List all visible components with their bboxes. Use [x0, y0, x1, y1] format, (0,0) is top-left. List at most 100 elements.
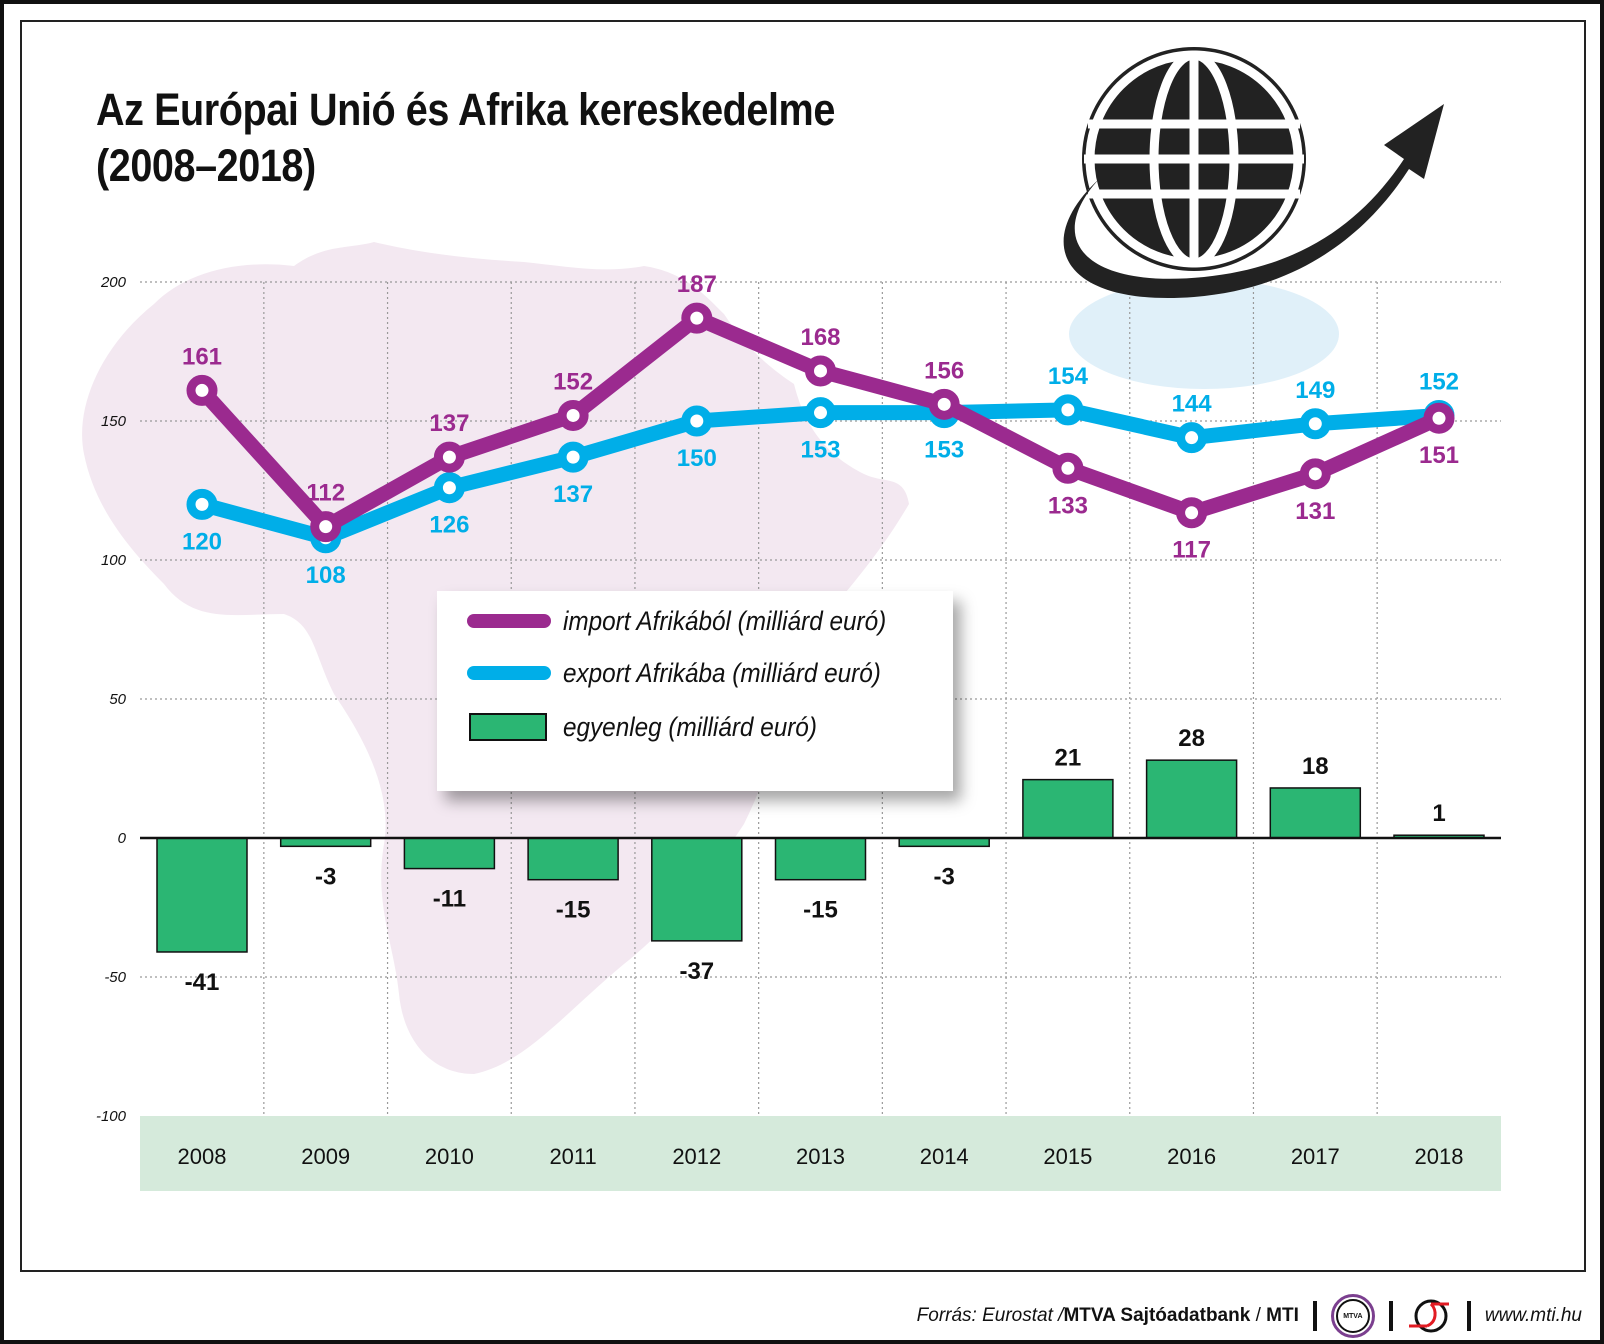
footer: Forrás: Eurostat / MTVA Sajtóadatbank / …: [917, 1294, 1582, 1338]
divider: [1466, 1301, 1471, 1331]
y-tick-label: -100: [96, 1108, 127, 1125]
legend-item-import: import Afrikából (milliárd euró): [467, 605, 922, 637]
x-tick-label: 2013: [796, 1144, 845, 1169]
y-tick-label: 150: [101, 413, 127, 430]
point-value-label: 117: [1172, 537, 1211, 564]
point-export: [1176, 422, 1208, 454]
bar-balance-2017: [1269, 787, 1362, 839]
point-value-label: 131: [1295, 498, 1335, 525]
chart: 200 150 100 50 0 -50 -100 2008 2009 2010 2011 2012…: [82, 47, 1501, 1191]
y-tick-label: 100: [101, 552, 127, 569]
bar-balance-2016: [1145, 759, 1238, 839]
bar-balance-2012: [651, 837, 743, 942]
point-value-label: 154: [1048, 363, 1089, 390]
point-import: [557, 399, 589, 431]
point-import: [1052, 452, 1084, 484]
point-export: [805, 397, 836, 429]
legend-item-export: export Afrikába (milliárd euró): [467, 657, 916, 689]
bar-value-label: -15: [556, 897, 591, 924]
point-value-label: 156: [924, 357, 964, 384]
bar-balance-2013: [774, 837, 867, 881]
point-import: [1423, 402, 1455, 434]
title-line-2: (2008–2018): [96, 140, 316, 191]
point-value-label: 161: [182, 343, 222, 370]
point-import: [1299, 458, 1331, 490]
x-tick-label: 2014: [920, 1144, 969, 1169]
point-export: [1299, 408, 1331, 440]
point-value-label: 152: [553, 368, 593, 395]
point-value-label: 187: [677, 271, 717, 298]
divider: [1388, 1301, 1393, 1331]
x-tick-label: 2012: [672, 1144, 721, 1169]
point-import: [681, 302, 713, 334]
point-value-label: 150: [677, 445, 717, 472]
point-value-label: 133: [1048, 492, 1088, 519]
globe-arrow-icon: [1063, 47, 1444, 299]
website-url[interactable]: www.mti.hu: [1484, 1305, 1582, 1326]
point-export: [433, 472, 465, 504]
bar-balance-2009: [279, 837, 372, 848]
mtva-logo-text: MTVA: [1335, 1299, 1370, 1333]
point-value-label: 152: [1419, 368, 1459, 395]
point-value-label: 126: [429, 512, 469, 539]
bar-value-label: 28: [1178, 725, 1205, 752]
bar-value-label: 18: [1302, 753, 1329, 780]
chart-title: Az Európai Unió és Afrika kereskedelme (…: [96, 82, 835, 194]
point-import: [928, 388, 960, 420]
y-tick-label: 200: [100, 274, 127, 291]
point-import: [310, 511, 342, 543]
x-tick-label: 2011: [549, 1144, 596, 1169]
bar-value-label: -3: [934, 863, 955, 890]
divider: [1312, 1301, 1317, 1331]
legend-item-balance: egyenleg (milliárd euró): [467, 711, 845, 743]
x-tick-label: 2018: [1415, 1144, 1464, 1169]
chart-frame: [20, 20, 1586, 1272]
source-bold: MTVA Sajtóadatbank: [1063, 1305, 1251, 1326]
point-value-label: 137: [429, 410, 469, 437]
point-import: [805, 355, 836, 387]
source-sep: /: [1250, 1305, 1267, 1326]
bar-value-label: 1: [1432, 800, 1445, 827]
point-value-label: 120: [182, 528, 222, 555]
point-value-label: 108: [306, 562, 346, 589]
x-tick-label: 2016: [1167, 1144, 1216, 1169]
legend: import Afrikából (milliárd euró) export …: [437, 591, 953, 791]
year-band: [140, 1116, 1501, 1191]
legend-label-export: export Afrikába (milliárd euró): [563, 657, 881, 688]
point-value-label: 112: [306, 480, 345, 507]
title-line-1: Az Európai Unió és Afrika kereskedelme: [96, 84, 835, 135]
mti-logo-icon: [1408, 1299, 1449, 1333]
point-export: [186, 488, 218, 520]
bar-balance-2011: [527, 837, 619, 881]
point-value-label: 137: [553, 481, 593, 508]
bar-balance-2015: [1022, 778, 1114, 839]
point-value-label: 153: [924, 437, 964, 464]
legend-label-balance: egyenleg (milliárd euró): [563, 711, 817, 742]
point-export: [557, 441, 589, 473]
y-tick-label: 0: [118, 830, 127, 847]
y-tick-label: 50: [109, 691, 126, 708]
point-export: [681, 405, 713, 437]
bar-value-label: 21: [1055, 745, 1082, 772]
x-tick-label: 2017: [1291, 1144, 1340, 1169]
point-value-label: 144: [1172, 391, 1213, 418]
globe-shadow: [1069, 279, 1339, 389]
source-mti: MTI: [1266, 1305, 1299, 1326]
point-import: [1176, 497, 1208, 529]
bar-balance-2010: [403, 837, 496, 870]
legend-swatch-balance: [469, 713, 547, 741]
legend-swatch-export: [467, 666, 551, 680]
point-export: [1052, 394, 1084, 426]
y-tick-label: -50: [104, 969, 126, 986]
bar-value-label: -3: [315, 863, 336, 890]
point-value-label: 149: [1295, 377, 1335, 404]
bar-balance-2008: [156, 837, 248, 953]
bar-value-label: -37: [679, 958, 714, 985]
point-value-label: 153: [800, 437, 840, 464]
x-tick-label: 2010: [425, 1144, 474, 1169]
bar-value-label: -11: [433, 886, 466, 913]
x-tick-label: 2008: [178, 1144, 227, 1169]
point-import: [186, 374, 218, 406]
bar-value-label: -41: [185, 969, 220, 996]
